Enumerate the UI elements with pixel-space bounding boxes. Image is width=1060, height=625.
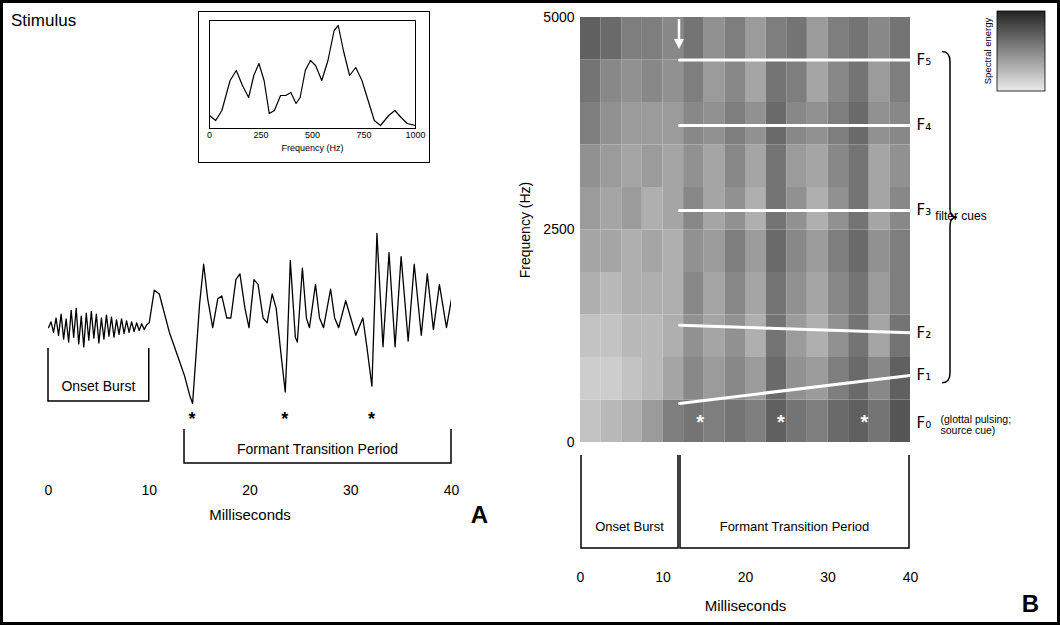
svg-text:F₅: F₅ — [917, 51, 932, 69]
svg-text:Spectral energy: Spectral energy — [982, 17, 993, 84]
svg-text:30: 30 — [343, 482, 359, 498]
svg-text:2500: 2500 — [543, 221, 574, 237]
svg-text:F₃: F₃ — [917, 201, 932, 219]
svg-text:Onset Burst: Onset Burst — [61, 378, 135, 394]
svg-text:20: 20 — [242, 482, 258, 498]
svg-text:500: 500 — [305, 130, 320, 140]
svg-text:0: 0 — [577, 569, 585, 585]
svg-text:*: * — [860, 411, 868, 433]
svg-text:(glottal pulsing;source cue): (glottal pulsing;source cue) — [941, 413, 1012, 436]
svg-text:Frequency (Hz): Frequency (Hz) — [517, 182, 533, 278]
svg-text:0: 0 — [207, 130, 212, 140]
svg-text:20: 20 — [738, 569, 754, 585]
svg-text:250: 250 — [253, 130, 268, 140]
svg-text:10: 10 — [141, 482, 157, 498]
svg-text:F₄: F₄ — [917, 116, 932, 134]
svg-text:*: * — [189, 409, 196, 429]
svg-text:40: 40 — [444, 482, 460, 498]
svg-text:Frequency (Hz): Frequency (Hz) — [281, 143, 343, 153]
svg-text:40: 40 — [903, 569, 919, 585]
svg-text:5000: 5000 — [543, 9, 574, 25]
svg-text:A: A — [471, 501, 488, 528]
svg-text:F₀: F₀ — [917, 414, 932, 432]
svg-text:F₂: F₂ — [917, 324, 932, 342]
svg-text:10: 10 — [655, 569, 671, 585]
svg-text:F₁: F₁ — [917, 366, 932, 384]
svg-text:750: 750 — [356, 130, 371, 140]
svg-text:*: * — [281, 409, 288, 429]
svg-text:Milliseconds: Milliseconds — [209, 506, 291, 523]
svg-text:0: 0 — [567, 434, 575, 450]
svg-text:Milliseconds: Milliseconds — [705, 597, 787, 614]
svg-text:0: 0 — [45, 482, 53, 498]
svg-text:B: B — [1022, 590, 1039, 617]
svg-text:Formant Transition Period: Formant Transition Period — [237, 441, 398, 457]
svg-text:filter cues: filter cues — [935, 209, 986, 223]
html-text:Stimulus: Stimulus — [11, 11, 77, 30]
svg-text:*: * — [368, 409, 375, 429]
svg-text:*: * — [777, 411, 785, 433]
svg-text:30: 30 — [820, 569, 836, 585]
svg-text:1000: 1000 — [405, 130, 425, 140]
svg-text:Onset Burst: Onset Burst — [595, 519, 664, 534]
svg-text:Formant Transition Period: Formant Transition Period — [720, 519, 870, 534]
svg-text:*: * — [696, 411, 704, 433]
